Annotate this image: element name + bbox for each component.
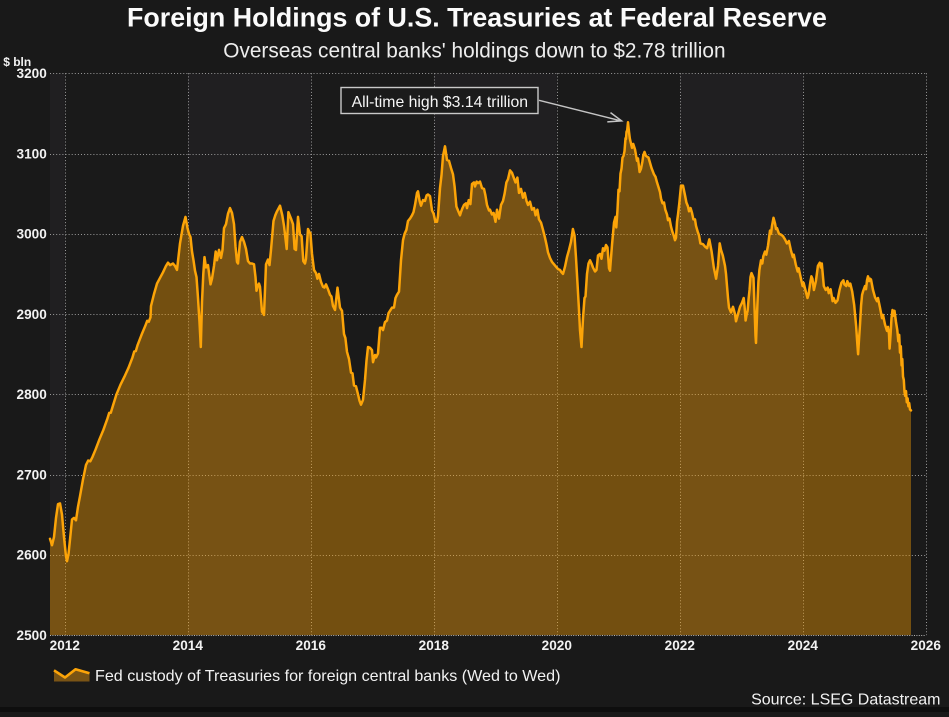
svg-text:Source: LSEG Datastream: Source: LSEG Datastream — [751, 691, 940, 708]
svg-text:2900: 2900 — [17, 307, 47, 322]
svg-text:$ bln: $ bln — [3, 55, 31, 69]
svg-text:2024: 2024 — [788, 638, 819, 653]
svg-text:2700: 2700 — [17, 467, 47, 482]
svg-text:2012: 2012 — [50, 638, 81, 653]
svg-text:2600: 2600 — [17, 548, 47, 563]
svg-text:Fed custody of Treasuries for: Fed custody of Treasuries for foreign ce… — [95, 667, 560, 685]
svg-text:2016: 2016 — [296, 638, 327, 653]
svg-text:2026: 2026 — [911, 638, 942, 653]
svg-text:Foreign Holdings of U.S. Treas: Foreign Holdings of U.S. Treasuries at F… — [127, 3, 827, 33]
svg-text:2500: 2500 — [17, 628, 47, 643]
svg-text:All-time high $3.14 trillion: All-time high $3.14 trillion — [352, 94, 528, 111]
svg-text:3200: 3200 — [17, 66, 47, 81]
svg-text:Overseas central banks' holdin: Overseas central banks' holdings down to… — [223, 39, 725, 62]
svg-text:2018: 2018 — [419, 638, 450, 653]
svg-text:2014: 2014 — [173, 638, 204, 653]
svg-text:3100: 3100 — [17, 147, 47, 162]
svg-text:2022: 2022 — [665, 638, 696, 653]
svg-text:3000: 3000 — [17, 227, 47, 242]
svg-text:2020: 2020 — [542, 638, 572, 653]
svg-text:2800: 2800 — [17, 387, 47, 402]
